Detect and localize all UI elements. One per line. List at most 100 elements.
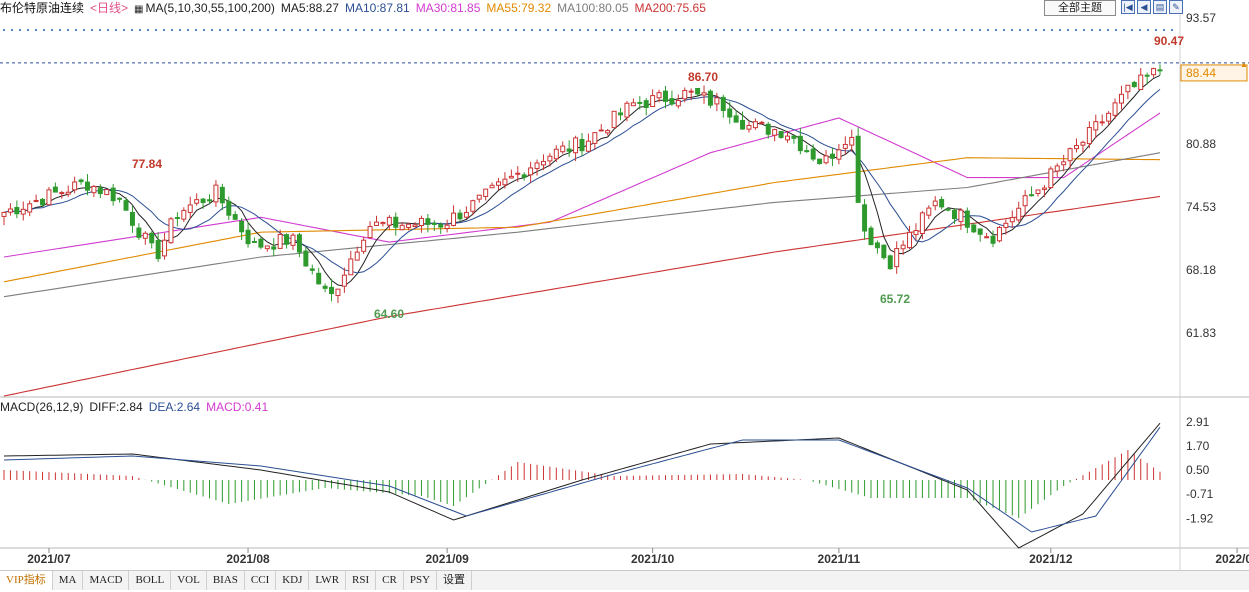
first-page-icon[interactable]: |◀ <box>1121 0 1135 14</box>
grid-dot <box>394 28 398 32</box>
frequency-selector[interactable]: <日线> <box>90 1 129 15</box>
candle <box>785 130 791 143</box>
candle <box>207 194 213 204</box>
grid-dot <box>994 28 998 32</box>
grid-dot <box>866 28 870 32</box>
tab-vip[interactable]: VIP指标 <box>0 571 53 590</box>
candle-body <box>14 207 20 215</box>
indicator-menu-icon[interactable]: ▦ <box>134 4 144 15</box>
tab-kdj[interactable]: KDJ <box>276 571 310 590</box>
doc-icon[interactable]: ▤ <box>1153 0 1167 14</box>
candle <box>97 184 103 199</box>
grid-dot <box>1154 28 1158 32</box>
grid-dot <box>138 28 142 32</box>
candle <box>874 240 880 254</box>
current-price-label: 88.44 <box>1186 66 1216 80</box>
tab-cr[interactable]: CR <box>376 571 404 590</box>
candle-body <box>348 258 354 276</box>
tab-cci[interactable]: CCI <box>245 571 277 590</box>
candle-body <box>438 224 444 228</box>
candle-body <box>1029 194 1035 197</box>
candle-body <box>7 208 13 213</box>
candle-body <box>502 178 508 186</box>
tab-psy[interactable]: PSY <box>404 571 438 590</box>
candle-body <box>1 211 7 217</box>
tab-settings[interactable]: 设置 <box>437 571 473 590</box>
candle <box>496 177 502 191</box>
candle-body <box>1151 68 1157 76</box>
candle <box>59 190 65 199</box>
tab-rsi[interactable]: RSI <box>346 571 377 590</box>
candle-body <box>977 228 983 235</box>
grid-dot <box>274 28 278 32</box>
candle-body <box>174 217 180 220</box>
grid-dot <box>1082 28 1086 32</box>
topic-dropdown[interactable]: 全部主题 <box>1044 0 1116 16</box>
candle-body <box>907 231 913 249</box>
grid-dot <box>698 28 702 32</box>
candle <box>547 153 553 167</box>
candle-body <box>868 227 874 246</box>
candle-body <box>129 211 135 226</box>
candle <box>695 87 701 97</box>
candle <box>560 141 566 154</box>
tab-lwr[interactable]: LWR <box>309 571 347 590</box>
grid-dot <box>18 28 22 32</box>
grid-dot <box>498 28 502 32</box>
candle-body <box>1106 112 1112 122</box>
grid-dot <box>362 28 366 32</box>
candle <box>887 254 893 270</box>
candle-body <box>226 200 232 216</box>
candle <box>155 232 161 262</box>
candle-body <box>1048 168 1054 189</box>
candle-body <box>579 138 585 152</box>
candle-body <box>162 239 168 257</box>
candle-body <box>1074 145 1080 150</box>
x-tick-label: 2021/08 <box>226 552 270 566</box>
tab-vol[interactable]: VOL <box>171 571 207 590</box>
candle-body <box>322 285 328 289</box>
candle <box>27 200 33 217</box>
candle <box>393 212 399 236</box>
candle <box>772 128 778 142</box>
doc-edit-icon[interactable]: ✎ <box>1169 0 1183 14</box>
candle-body <box>284 234 290 245</box>
candle <box>40 197 46 207</box>
candle-body <box>682 89 688 100</box>
candle-body <box>759 121 765 124</box>
tab-ma[interactable]: MA <box>53 571 84 590</box>
candle <box>720 94 726 118</box>
grid-dot <box>930 28 934 32</box>
candle <box>1041 184 1047 198</box>
candle-body <box>566 148 572 152</box>
candle-body <box>515 172 521 175</box>
candle <box>1112 98 1118 119</box>
candle <box>752 118 758 130</box>
tab-bias[interactable]: BIAS <box>207 571 245 590</box>
grid-dot <box>1130 28 1134 32</box>
tab-macd[interactable]: MACD <box>83 571 130 590</box>
candle-body <box>919 212 925 235</box>
candle-body <box>59 192 65 195</box>
grid-dot <box>618 28 622 32</box>
prev-page-icon[interactable]: ◀ <box>1137 0 1151 14</box>
grid-dot <box>154 28 158 32</box>
grid-dot <box>770 28 774 32</box>
grid-dot <box>794 28 798 32</box>
candle-body <box>573 137 579 154</box>
grid-dot <box>874 28 878 32</box>
grid-dot <box>1058 28 1062 32</box>
candle-body <box>791 135 797 139</box>
grid-dot <box>1098 28 1102 32</box>
candle <box>104 189 110 196</box>
candle <box>868 225 874 246</box>
x-tick-label: 2021/07 <box>27 552 71 566</box>
grid-dot <box>986 28 990 32</box>
candle <box>457 209 463 221</box>
tab-boll[interactable]: BOLL <box>129 571 172 590</box>
candle <box>463 206 469 219</box>
candle-body <box>386 216 392 226</box>
grid-dot <box>1050 28 1054 32</box>
